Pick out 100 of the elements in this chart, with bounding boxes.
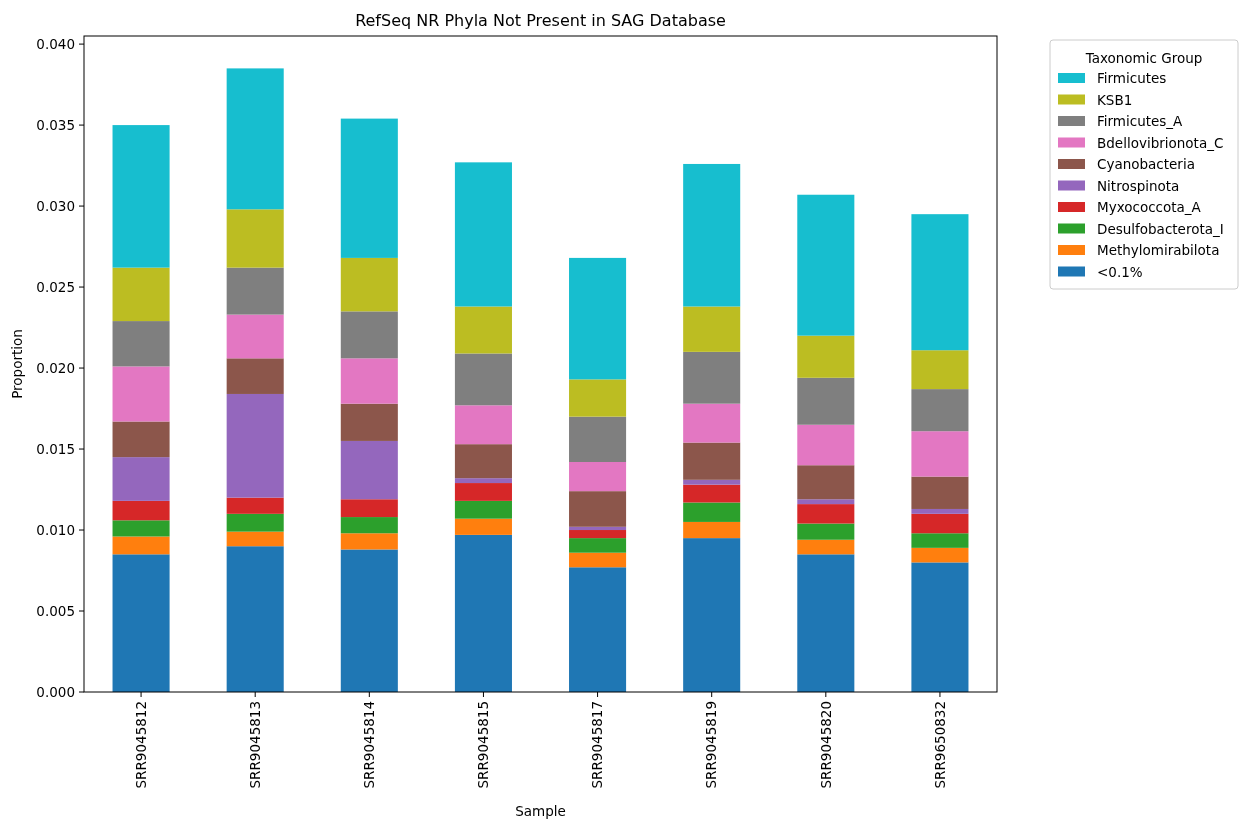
bar: [226, 314, 284, 359]
bar: [911, 214, 969, 351]
bar: [454, 483, 512, 501]
y-tick-label: 0.030: [36, 197, 75, 214]
bar: [340, 499, 398, 518]
x-axis-title: Sample: [515, 803, 566, 819]
bar: [569, 567, 627, 692]
bar: [340, 311, 398, 359]
bar: [112, 536, 170, 555]
bar: [911, 508, 969, 514]
y-tick-label: 0.035: [36, 116, 75, 133]
bar: [226, 68, 284, 210]
bar: [911, 350, 969, 390]
bar: [226, 531, 284, 547]
bar: [797, 377, 855, 425]
bar: [112, 520, 170, 537]
legend-label: Nitrospinota: [1097, 177, 1180, 194]
y-axis-title: Proportion: [9, 329, 25, 399]
bar: [569, 530, 627, 539]
x-tick-label: SRR9045819: [703, 701, 720, 789]
legend-label: Desulfobacterota_I: [1097, 220, 1224, 237]
bar: [797, 523, 855, 540]
bar: [911, 513, 969, 534]
y-tick-label: 0.005: [36, 602, 75, 619]
bar: [112, 554, 170, 692]
bar: [683, 538, 741, 692]
bar: [911, 562, 969, 692]
bar: [911, 547, 969, 563]
y-tick-label: 0.040: [36, 35, 75, 52]
bar: [797, 504, 855, 524]
bar: [112, 421, 170, 458]
bar: [226, 546, 284, 692]
bar: [112, 457, 170, 501]
bar: [340, 358, 398, 404]
bar: [340, 533, 398, 550]
chart-title: RefSeq NR Phyla Not Present in SAG Database: [355, 11, 726, 30]
y-tick-label: 0.015: [36, 440, 75, 457]
bar: [226, 267, 284, 315]
bar: [226, 393, 284, 498]
bar: [683, 351, 741, 404]
bar: [454, 500, 512, 519]
x-tick-label: SRR9650832: [931, 701, 948, 789]
bar: [911, 389, 969, 432]
bar: [683, 403, 741, 443]
bar: [569, 538, 627, 553]
bar: [911, 533, 969, 548]
bar: [569, 416, 627, 462]
bar: [454, 353, 512, 406]
bar: [112, 267, 170, 322]
x-tick-label: SRR9045812: [132, 701, 149, 789]
y-tick-label: 0.025: [36, 278, 75, 295]
bar: [569, 526, 627, 531]
bar: [112, 500, 170, 521]
x-tick-label: SRR9045820: [817, 701, 834, 789]
bar: [569, 257, 627, 380]
legend-label: Methylomirabilota: [1097, 242, 1220, 258]
legend-label: Cyanobacteria: [1097, 156, 1195, 172]
legend-label: Bdellovibrionota_C: [1097, 134, 1224, 151]
bar: [340, 403, 398, 441]
bar: [797, 554, 855, 692]
bar: [911, 431, 969, 477]
legend-label: KSB1: [1097, 91, 1133, 108]
legend-label: Firmicutes_A: [1097, 113, 1184, 129]
y-tick-label: 0.000: [36, 683, 75, 700]
bar: [911, 476, 969, 509]
bar: [112, 125, 170, 268]
bar: [683, 502, 741, 522]
bar: [454, 162, 512, 307]
bar: [454, 405, 512, 445]
bar: [797, 465, 855, 500]
bar: [569, 552, 627, 568]
bar: [797, 539, 855, 555]
bar: [569, 491, 627, 527]
bar: [454, 534, 512, 692]
bar: [454, 306, 512, 354]
bar: [797, 424, 855, 466]
bar: [340, 118, 398, 258]
x-tick-label: SRR9045813: [246, 701, 263, 789]
bar: [797, 335, 855, 378]
bar: [226, 497, 284, 514]
bar: [112, 366, 170, 422]
bar: [340, 440, 398, 500]
bar: [683, 442, 741, 480]
x-tick-label: SRR9045814: [361, 701, 378, 789]
bar: [683, 521, 741, 539]
legend-label: Firmicutes: [1097, 70, 1167, 86]
bar: [683, 484, 741, 503]
bar: [454, 478, 512, 484]
bar: [112, 321, 170, 367]
bar: [226, 209, 284, 268]
bar: [569, 379, 627, 417]
x-tick-label: SRR9045815: [475, 701, 492, 789]
y-tick-label: 0.010: [36, 521, 75, 538]
bar: [226, 513, 284, 532]
legend-label: <0.1%: [1097, 263, 1143, 280]
bar: [683, 306, 741, 352]
legend-label: Myxococcota_A: [1097, 199, 1202, 215]
bar: [226, 358, 284, 394]
bar: [683, 479, 741, 485]
bar: [454, 518, 512, 535]
